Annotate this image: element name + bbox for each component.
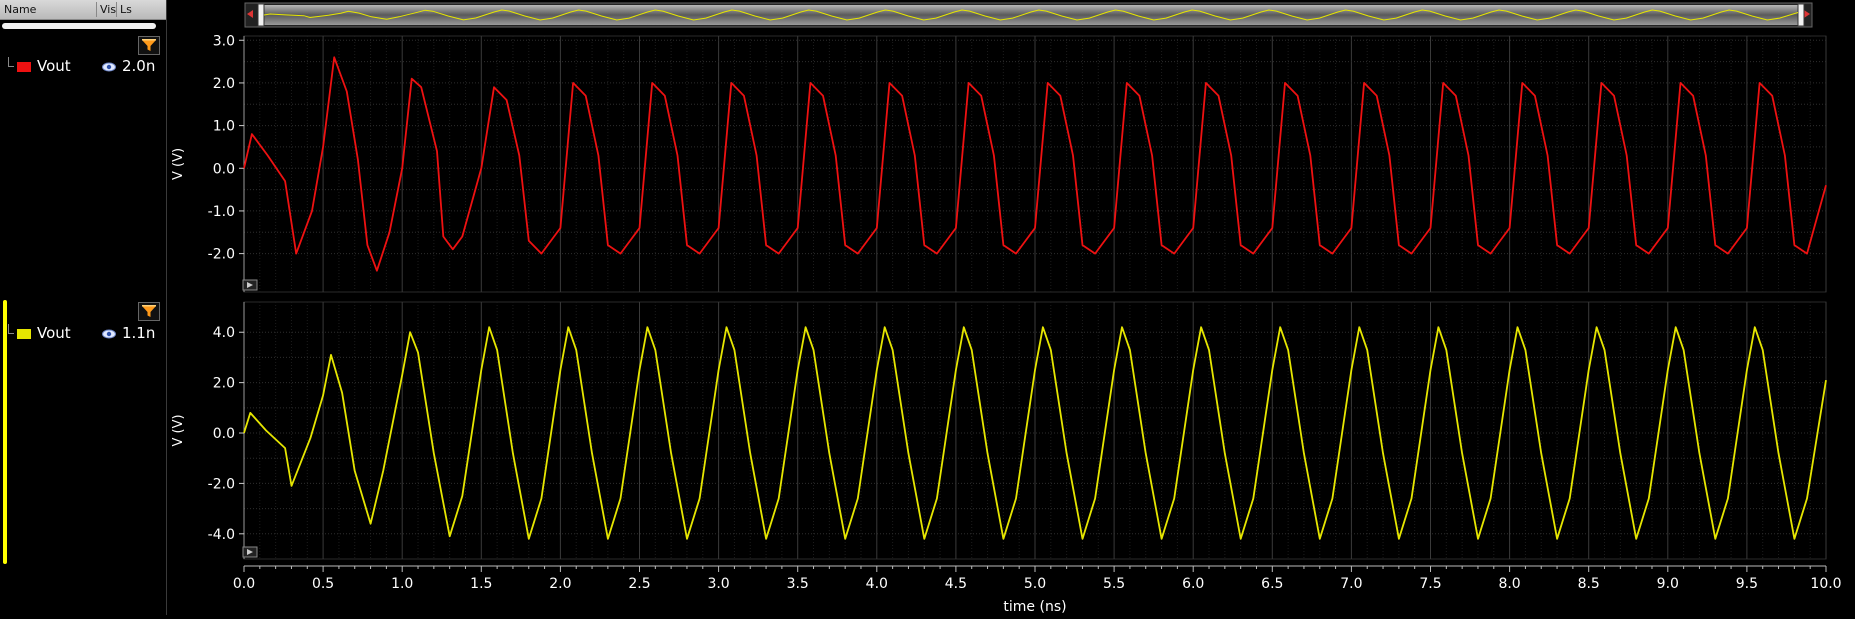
signal-browser-panel: Name Vis Ls Vout 2.0n Vout — [0, 0, 167, 615]
y-tick-label: -4.0 — [208, 527, 235, 543]
column-divider[interactable] — [96, 2, 97, 17]
x-tick-label: 1.0 — [391, 576, 413, 592]
x-tick-label: 3.5 — [787, 576, 809, 592]
x-tick-label: 10.0 — [1810, 576, 1841, 592]
tree-connector — [8, 57, 14, 67]
play-icon — [247, 282, 253, 288]
plot-strip-2[interactable]: 4.0 2.0 0.0 -2.0 -4.0 V (V) 0.0 0.5 1.0 1.5 2.0 2.5… — [171, 301, 1842, 615]
x-tick-label: 8.0 — [1498, 576, 1520, 592]
x-tick-label: 4.5 — [945, 576, 967, 592]
y-tick-label: 3.0 — [213, 33, 235, 49]
y-tick-label: 4.0 — [213, 325, 235, 341]
waveform-plot-area: 3.0 2.0 1.0 0.0 -1.0 -2.0 V (V) 4.0 2.0 0.0 -2.0 -4… — [166, 0, 1855, 615]
signal-color-swatch[interactable] — [17, 62, 31, 72]
tree-connector — [8, 324, 14, 334]
x-tick-label: 0.5 — [312, 576, 334, 592]
x-tick-label: 2.5 — [628, 576, 650, 592]
overview-thumb[interactable] — [258, 5, 1803, 25]
column-divider[interactable] — [116, 2, 117, 17]
signal-table-header: Name Vis Ls — [0, 0, 166, 20]
x-tick-label: 6.0 — [1182, 576, 1204, 592]
signal-color-swatch[interactable] — [17, 329, 31, 339]
filter-button-strip-2[interactable] — [138, 302, 160, 321]
x-tick-label: 9.0 — [1657, 576, 1679, 592]
y-tick-label: 2.0 — [213, 76, 235, 92]
signal-corner-label: 2.0n — [122, 57, 156, 75]
column-header-ls[interactable]: Ls — [120, 3, 132, 16]
y-tick-label: -2.0 — [208, 476, 235, 492]
x-tick-label: 3.0 — [707, 576, 729, 592]
signal-name: Vout — [37, 324, 71, 342]
play-icon — [247, 549, 253, 555]
overview-left-handle[interactable] — [257, 3, 265, 27]
signal-name: Vout — [37, 57, 71, 75]
overview-scroller[interactable] — [244, 2, 1813, 28]
x-tick-label: 6.5 — [1261, 576, 1283, 592]
x-tick-label: 7.0 — [1340, 576, 1362, 592]
y-tick-label: 2.0 — [213, 376, 235, 392]
column-header-vis[interactable]: Vis — [100, 3, 117, 16]
series-line-vout[interactable] — [243, 56, 1827, 272]
filter-icon — [142, 39, 156, 51]
signal-corner-label: 1.1n — [122, 324, 156, 342]
x-tick-label: 1.5 — [470, 576, 492, 592]
y-tick-label: 1.0 — [213, 119, 235, 135]
eye-icon[interactable] — [102, 329, 116, 339]
y-tick-label: -2.0 — [208, 247, 235, 263]
scroll-left-arrow-icon[interactable] — [247, 10, 253, 18]
horizontal-scrollbar[interactable] — [2, 23, 156, 29]
y-tick-label: 0.0 — [213, 161, 235, 177]
x-tick-label: 5.0 — [1024, 576, 1046, 592]
eye-icon[interactable] — [102, 62, 116, 72]
overview-right-handle[interactable] — [1797, 3, 1805, 27]
filter-button-strip-1[interactable] — [138, 36, 160, 55]
x-axis-label: time (ns) — [1003, 599, 1066, 615]
x-tick-label: 2.0 — [549, 576, 571, 592]
y-axis-label: V (V) — [171, 414, 186, 446]
waveform-plot: 3.0 2.0 1.0 0.0 -1.0 -2.0 V (V) 4.0 2.0 0.0 -2.0 -4… — [171, 2, 1842, 615]
x-tick-label: 4.0 — [866, 576, 888, 592]
scroll-right-arrow-icon[interactable] — [1804, 10, 1810, 18]
overview-waveform — [263, 9, 1799, 21]
y-tick-label: -1.0 — [208, 204, 235, 220]
y-tick-label: 0.0 — [213, 426, 235, 442]
plot-strip-1[interactable]: 3.0 2.0 1.0 0.0 -1.0 -2.0 V (V) — [171, 33, 1827, 293]
column-header-name[interactable]: Name — [4, 3, 37, 16]
x-tick-label: 7.5 — [1419, 576, 1441, 592]
series-line-vout[interactable] — [243, 326, 1827, 540]
filter-icon — [142, 305, 156, 317]
x-tick-label: 9.5 — [1736, 576, 1758, 592]
x-tick-label: 8.5 — [1578, 576, 1600, 592]
x-tick-label: 0.0 — [233, 576, 255, 592]
x-tick-label: 5.5 — [1103, 576, 1125, 592]
strip-selection-indicator — [3, 300, 7, 564]
y-axis-label: V (V) — [171, 148, 186, 180]
